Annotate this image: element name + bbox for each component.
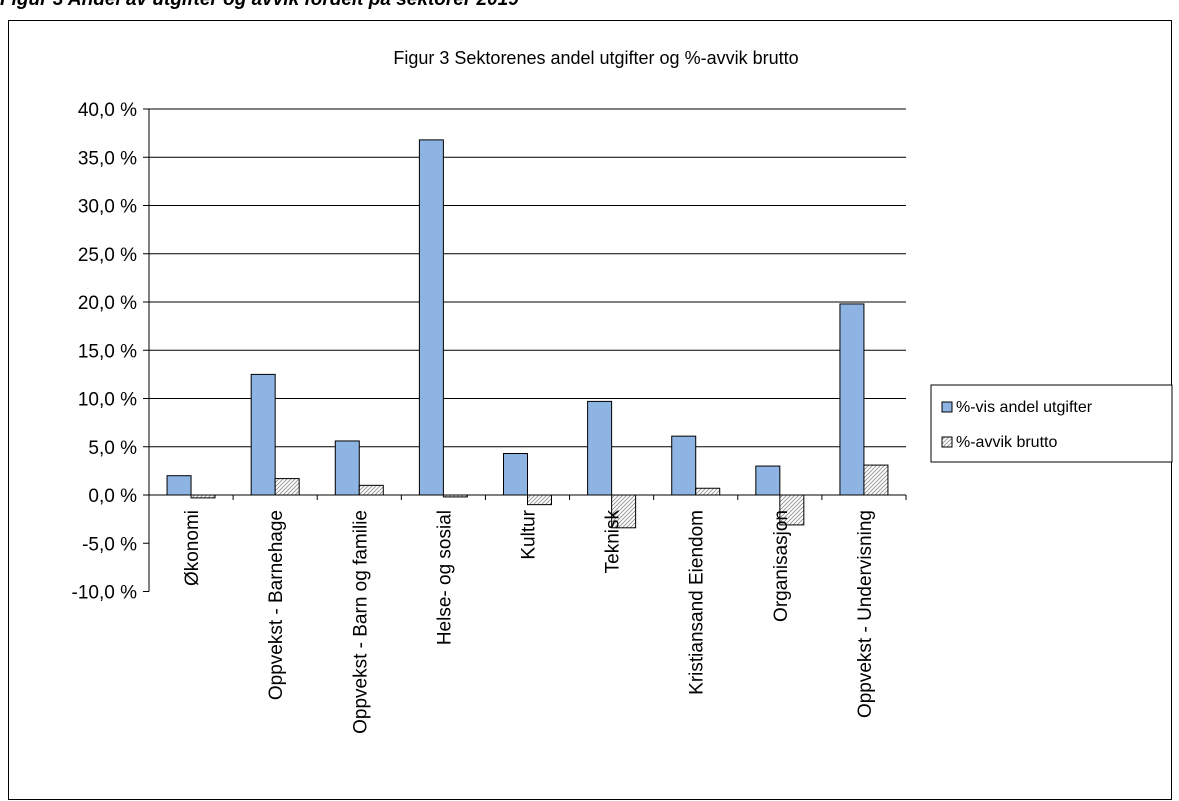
y-tick-label: 35,0 % [78,148,137,169]
legend-label-gross-deviation: %-avvik brutto [956,434,1057,451]
legend-swatch-expense-share [941,401,953,413]
y-tick-label: 0,0 % [88,486,137,507]
bar-gross-deviation [695,487,721,496]
y-tick-label: 40,0 % [78,100,137,121]
y-tick-label: 25,0 % [78,245,137,266]
bar-gross-deviation [190,494,216,499]
x-category-label: Organisasjon [771,510,792,622]
bar-gross-deviation [611,494,637,529]
bar-expense-share [250,373,276,496]
x-category-label: Kultur [519,509,540,559]
y-tick-label: 20,0 % [78,293,137,314]
bar-expense-share [671,435,697,496]
legend-label-expense-share: %-vis andel utgifter [956,399,1093,416]
x-category-label: Helse- og sosial [434,510,455,645]
x-category-label: Kristiansand Eiendom [687,510,708,695]
y-tick-label: 30,0 % [78,197,137,218]
legend-box [930,384,1173,463]
bar-expense-share [587,400,613,496]
y-tick-label: 10,0 % [78,390,137,411]
x-category-label: Økonomi [182,510,203,586]
y-tick-label: 15,0 % [78,341,137,362]
y-tick-label: -5,0 % [82,534,137,555]
x-category-label: Teknisk [603,510,624,574]
chart-title: Figur 3 Sektorenes andel utgifter og %-a… [393,48,798,68]
bar-chart: Figur 3 Sektorenes andel utgifter og %-a… [72,48,1173,734]
bar-gross-deviation [527,494,552,506]
y-tick-label: -10,0 % [72,583,138,604]
bars [166,139,889,529]
x-category-label: Oppvekst - Barnehage [266,510,287,700]
bar-expense-share [166,475,192,496]
y-tick-label: 5,0 % [88,438,137,459]
bar-gross-deviation [442,494,468,498]
bar-gross-deviation [863,464,889,496]
x-axis-labels: Økonomi Oppvekst - Barnehage Oppvekst - Ba… [182,509,876,734]
bar-expense-share [755,465,781,496]
legend: %-vis andel utgifter %-avvik brutto [930,384,1173,463]
bar-expense-share [503,453,528,496]
bar-gross-deviation [779,494,805,526]
chart-frame: Figur 3 Sektorenes andel utgifter og %-a… [8,20,1173,800]
figure-caption: Figur 3 Andel av utgifter og avvik forde… [0,0,519,11]
x-category-label: Oppvekst - Barn og familie [350,510,371,734]
bar-expense-share [334,440,360,496]
bar-gross-deviation [358,484,384,496]
bar-gross-deviation [274,478,300,496]
legend-swatch-gross-deviation [941,436,953,448]
x-category-label: Oppvekst - Undervisning [855,510,876,718]
bar-expense-share [418,139,444,496]
bar-expense-share [839,303,865,496]
